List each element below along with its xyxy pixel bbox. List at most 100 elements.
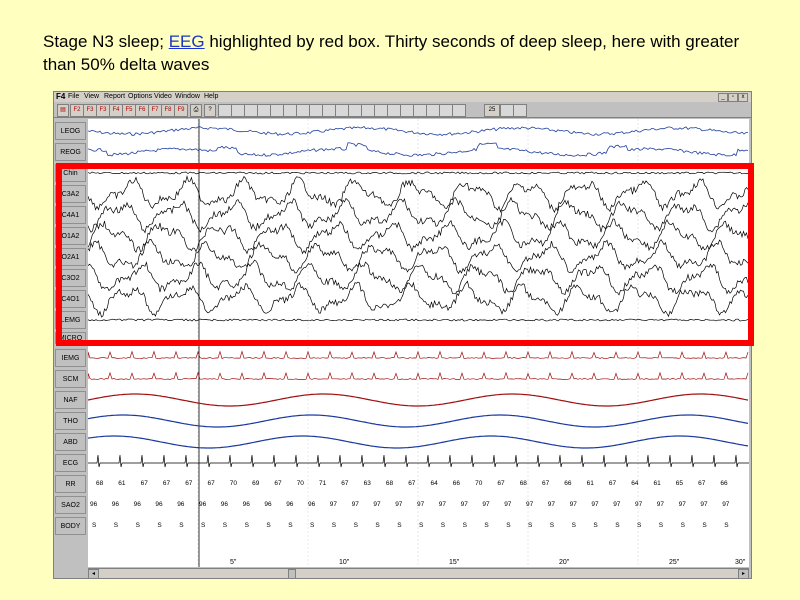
sao2-value: 97 bbox=[439, 501, 447, 508]
channel-label-tho[interactable]: THO bbox=[55, 412, 86, 430]
rr-value: 61 bbox=[587, 480, 595, 487]
sao2-value: 96 bbox=[155, 501, 163, 508]
toolbar-blank-button[interactable] bbox=[500, 104, 514, 117]
channel-label-micro[interactable]: MICRO bbox=[55, 332, 86, 344]
ecg-trace bbox=[88, 454, 749, 468]
channel-label-lemg[interactable]: LEMG bbox=[55, 311, 86, 329]
body-position-value: S bbox=[397, 522, 402, 529]
epoch-length-button[interactable]: 25 bbox=[484, 104, 500, 117]
toolbar-blank-button[interactable] bbox=[452, 104, 466, 117]
toolbar: ▤ F2 F3 F3 F4 F5 F6 F7 F8 F9 ⎙ ? 25 bbox=[54, 103, 751, 118]
toolbar-blank-button[interactable] bbox=[283, 104, 297, 117]
time-label-10s: 10" bbox=[339, 559, 350, 566]
menu-file[interactable]: File bbox=[68, 93, 80, 100]
rr-value: 67 bbox=[141, 480, 149, 487]
print-icon[interactable]: ⎙ bbox=[190, 104, 202, 117]
menu-window[interactable]: Window bbox=[175, 93, 200, 100]
menu-options[interactable]: Options bbox=[128, 93, 153, 100]
toolbar-blank-button[interactable] bbox=[335, 104, 349, 117]
open-folder-icon[interactable]: ▤ bbox=[57, 104, 69, 117]
toolbar-blank-button[interactable] bbox=[257, 104, 271, 117]
channel-label-scm[interactable]: SCM bbox=[55, 370, 86, 388]
sao2-value: 96 bbox=[177, 501, 185, 508]
toolbar-blank-button[interactable] bbox=[218, 104, 232, 117]
restore-icon[interactable]: ▫ bbox=[728, 93, 738, 102]
channel-label-chin[interactable]: Chin bbox=[55, 164, 86, 182]
channel-label-naf[interactable]: NAF bbox=[55, 391, 86, 409]
body-position-value: S bbox=[266, 522, 271, 529]
toolbar-f8-button[interactable]: F8 bbox=[161, 104, 175, 117]
channel-label-reog[interactable]: REOG bbox=[55, 143, 86, 161]
scroll-right-icon[interactable]: ▸ bbox=[738, 569, 749, 578]
toolbar-blank-button[interactable] bbox=[439, 104, 453, 117]
nasal-airflow-trace bbox=[87, 393, 749, 407]
eeg-link[interactable]: EEG bbox=[168, 32, 205, 51]
emg-trace bbox=[87, 371, 749, 380]
channel-label-sao2[interactable]: SAO2 bbox=[55, 496, 86, 514]
body-position-value: S bbox=[593, 522, 598, 529]
body-position-value: S bbox=[419, 522, 424, 529]
toolbar-blank-button[interactable] bbox=[513, 104, 527, 117]
scroll-left-icon[interactable]: ◂ bbox=[88, 569, 99, 578]
sao2-value: 97 bbox=[722, 501, 730, 508]
body-position-value: S bbox=[288, 522, 293, 529]
toolbar-f3-button[interactable]: F3 bbox=[83, 104, 97, 117]
toolbar-blank-button[interactable] bbox=[231, 104, 245, 117]
body-position-value: S bbox=[136, 522, 141, 529]
menu-video[interactable]: Video bbox=[154, 93, 172, 100]
channel-label-c3a2[interactable]: C3A2 bbox=[55, 185, 86, 203]
rr-value: 66 bbox=[564, 480, 572, 487]
toolbar-blank-button[interactable] bbox=[348, 104, 362, 117]
caption-text-2: highlighted by red box. Thirty seconds o… bbox=[43, 32, 740, 74]
minimize-icon[interactable]: _ bbox=[718, 93, 728, 102]
toolbar-blank-button[interactable] bbox=[361, 104, 375, 117]
menu-help[interactable]: Help bbox=[204, 93, 219, 100]
channel-label-body[interactable]: BODY bbox=[55, 517, 86, 535]
channel-label-c4o1[interactable]: C4O1 bbox=[55, 290, 86, 308]
toolbar-f2-button[interactable]: F2 bbox=[70, 104, 84, 117]
toolbar-blank-button[interactable] bbox=[244, 104, 258, 117]
toolbar-blank-button[interactable] bbox=[270, 104, 284, 117]
toolbar-f9-button[interactable]: F9 bbox=[174, 104, 188, 117]
menu-view[interactable]: View bbox=[84, 93, 100, 100]
toolbar-blank-button[interactable] bbox=[322, 104, 336, 117]
rr-value: 61 bbox=[654, 480, 662, 487]
channel-label-o1a2[interactable]: O1A2 bbox=[55, 227, 86, 245]
channel-label-rr[interactable]: RR bbox=[55, 475, 86, 493]
toolbar-blank-button[interactable] bbox=[387, 104, 401, 117]
rr-value: 71 bbox=[319, 480, 327, 487]
channel-labels: LEOG REOG Chin C3A2 C4A1 O1A2 O2A1 C3O2 … bbox=[54, 119, 88, 567]
channel-label-c3o2[interactable]: C3O2 bbox=[55, 269, 86, 287]
toolbar-f7-button[interactable]: F7 bbox=[148, 104, 162, 117]
toolbar-blank-button[interactable] bbox=[309, 104, 323, 117]
sao2-value: 97 bbox=[679, 501, 687, 508]
channel-label-o2a1[interactable]: O2A1 bbox=[55, 248, 86, 266]
body-position-value: S bbox=[245, 522, 250, 529]
toolbar-blank-button[interactable] bbox=[296, 104, 310, 117]
channel-label-leog[interactable]: LEOG bbox=[55, 122, 86, 140]
help-icon[interactable]: ? bbox=[204, 104, 216, 117]
toolbar-f3b-button[interactable]: F3 bbox=[96, 104, 110, 117]
channel-label-iemg[interactable]: IEMG bbox=[55, 349, 86, 367]
menu-report[interactable]: Report bbox=[104, 93, 126, 100]
scroll-thumb[interactable] bbox=[288, 569, 296, 578]
toolbar-blank-button[interactable] bbox=[374, 104, 388, 117]
rr-value: 66 bbox=[720, 480, 728, 487]
toolbar-blank-button[interactable] bbox=[400, 104, 414, 117]
toolbar-f4-button[interactable]: F4 bbox=[109, 104, 123, 117]
channel-label-c4a1[interactable]: C4A1 bbox=[55, 206, 86, 224]
sao2-value: 96 bbox=[199, 501, 207, 508]
eog-trace bbox=[87, 142, 749, 157]
signal-plot-area[interactable]: 68 61 67 67 67 67 70 69 67 70 71 67 63 68 67 64 66 70 67 68… bbox=[87, 119, 749, 567]
toolbar-f5-button[interactable]: F5 bbox=[122, 104, 136, 117]
eeg-trace bbox=[87, 174, 749, 214]
channel-label-ecg[interactable]: ECG bbox=[55, 454, 86, 472]
close-icon[interactable]: x bbox=[738, 93, 748, 102]
slide-caption: Stage N3 sleep; EEG highlighted by red b… bbox=[43, 30, 763, 76]
toolbar-f6-button[interactable]: F6 bbox=[135, 104, 149, 117]
body-position-value: S bbox=[528, 522, 533, 529]
horizontal-scrollbar[interactable]: ◂ ▸ bbox=[88, 568, 749, 578]
toolbar-blank-button[interactable] bbox=[413, 104, 427, 117]
channel-label-abd[interactable]: ABD bbox=[55, 433, 86, 451]
toolbar-blank-button[interactable] bbox=[426, 104, 440, 117]
